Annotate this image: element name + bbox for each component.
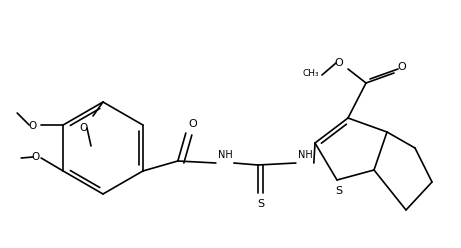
- Text: O: O: [398, 62, 407, 72]
- Text: O: O: [335, 58, 343, 68]
- Text: O: O: [79, 123, 87, 133]
- Text: NH: NH: [298, 150, 313, 160]
- Text: CH₃: CH₃: [302, 69, 319, 79]
- Text: S: S: [336, 186, 343, 196]
- Text: S: S: [257, 199, 265, 209]
- Text: O: O: [189, 119, 197, 129]
- Text: O: O: [31, 152, 39, 162]
- Text: O: O: [28, 121, 36, 131]
- Text: NH: NH: [219, 150, 233, 160]
